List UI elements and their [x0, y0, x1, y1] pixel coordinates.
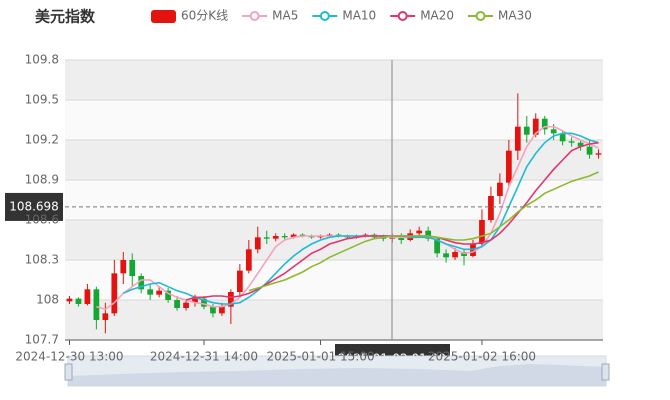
legend-swatch	[319, 11, 330, 21]
slider-preview	[68, 364, 606, 386]
candle-body	[111, 273, 118, 314]
candle-body	[505, 150, 512, 183]
x-tick-label: 2025-01-02 16:00	[428, 350, 536, 364]
y-tick-label: 108.3	[25, 253, 59, 267]
candle-body	[568, 141, 575, 143]
candle-body	[497, 182, 503, 196]
candle-body	[174, 300, 180, 308]
grid-band	[65, 180, 603, 220]
candle-body	[192, 298, 198, 303]
y-tick-label: 109.2	[25, 133, 59, 147]
candle-body	[523, 126, 530, 135]
slider-handle[interactable]	[601, 363, 610, 381]
candle-body	[165, 290, 171, 300]
grid-band	[65, 300, 603, 340]
candle-body	[416, 230, 423, 234]
x-tick-label: 2025-01-01 15:00	[266, 350, 374, 364]
chart-title: 美元指数	[35, 8, 96, 26]
candle-body	[541, 118, 548, 130]
legend-label[interactable]: MA30	[498, 9, 532, 23]
candle-body	[245, 249, 252, 271]
candle-body	[595, 153, 602, 155]
grid-band	[65, 140, 603, 180]
y-tick-label: 109.8	[25, 53, 59, 67]
pointer-y-label: 108.698	[9, 199, 59, 213]
candle-body	[425, 230, 432, 239]
candle-body	[147, 289, 154, 295]
candle-body	[577, 142, 584, 147]
candle-body	[236, 270, 243, 292]
candle-body	[281, 236, 288, 238]
y-tick-label: 107.7	[25, 333, 59, 347]
ma-line	[248, 171, 599, 292]
legend-swatch	[151, 10, 176, 23]
candle-body	[210, 306, 216, 314]
candle-body	[488, 196, 494, 220]
candle-body	[559, 133, 566, 142]
candle-body	[443, 253, 449, 258]
pointer-label-box	[5, 192, 63, 221]
x-tick-label: 2024-12-31 14:00	[150, 350, 258, 364]
y-tick-label: 108.9	[25, 173, 59, 187]
candle-body	[102, 313, 109, 320]
candle-body	[550, 129, 557, 134]
x-tick-label: 2024-12-30 13:00	[15, 350, 123, 364]
candle-body	[290, 234, 297, 238]
candle-body	[75, 298, 82, 304]
legend-label[interactable]: MA5	[272, 9, 298, 23]
slider-handle[interactable]	[64, 363, 73, 381]
candle-body	[138, 276, 145, 290]
candle-body	[183, 302, 189, 308]
candle-body	[514, 126, 521, 151]
legend-swatch	[249, 11, 260, 21]
candle-body	[452, 252, 458, 258]
candle-body	[586, 146, 593, 155]
candle-body	[272, 236, 279, 239]
candle-body	[201, 298, 207, 307]
candle-body	[532, 118, 539, 135]
candle-body	[156, 290, 163, 295]
candle-body	[479, 220, 485, 244]
candle-body	[120, 260, 127, 274]
candle-body	[254, 237, 261, 250]
candle-body	[129, 260, 136, 276]
data-zoom-slider[interactable]	[64, 355, 610, 387]
grid-band	[65, 260, 603, 300]
candle-body	[228, 292, 234, 307]
candle-body	[84, 289, 91, 304]
grid-band	[65, 60, 603, 100]
candle-body	[263, 237, 270, 239]
legend-swatch	[475, 11, 486, 21]
grid-band	[65, 220, 603, 260]
grid-band	[65, 100, 603, 140]
y-tick-label: 109.5	[25, 93, 59, 107]
y-tick-label: 108.6	[25, 213, 59, 227]
y-tick-label: 108	[36, 293, 59, 307]
candle-body	[219, 306, 225, 314]
legend-label[interactable]: MA20	[420, 9, 454, 23]
legend-label[interactable]: 60分K线	[181, 9, 228, 23]
candle-body	[93, 289, 100, 320]
legend-label[interactable]: MA10	[342, 9, 376, 23]
candle-body	[434, 238, 440, 254]
legend-swatch	[397, 11, 408, 21]
candle-body	[66, 298, 73, 302]
